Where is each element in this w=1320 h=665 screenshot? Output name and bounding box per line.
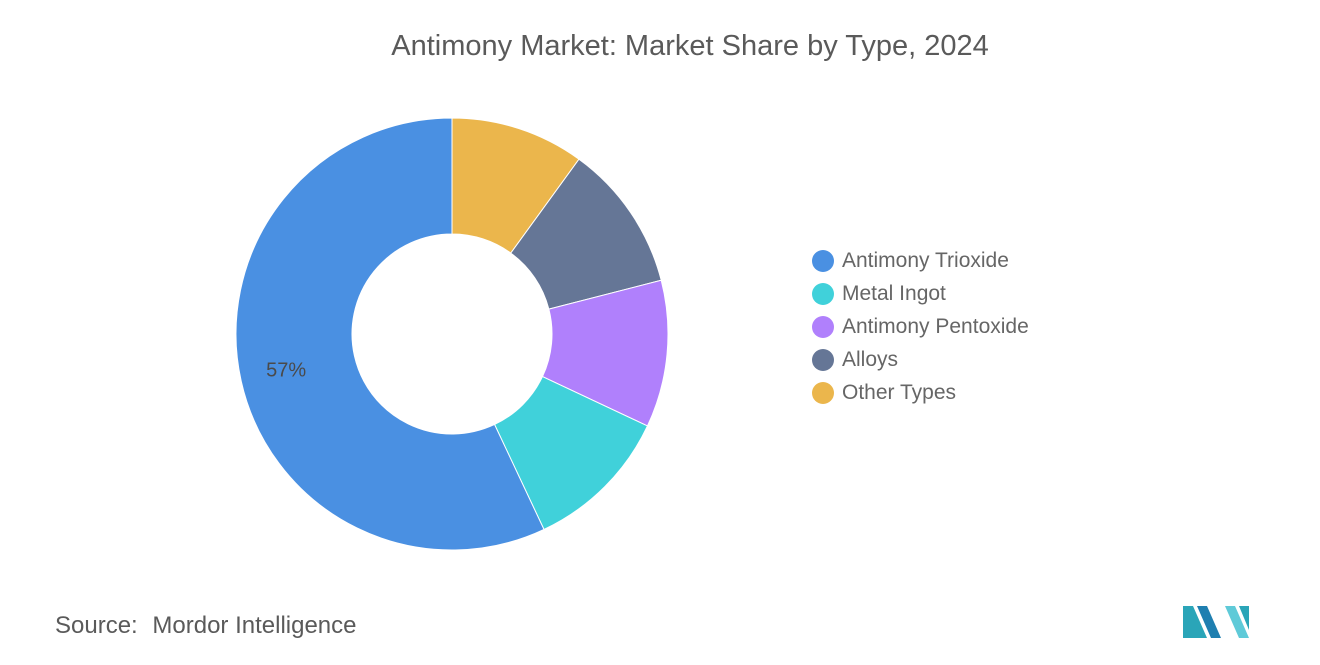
slice-antimony-trioxide — [235, 117, 545, 551]
logo-shape-middle — [1197, 606, 1221, 638]
legend-item-antimony-trioxide: Antimony Trioxide — [812, 244, 1029, 277]
legend-label: Alloys — [842, 347, 899, 371]
legend-label: Other Types — [842, 380, 957, 404]
legend-swatch — [812, 315, 834, 338]
legend-swatch — [812, 282, 834, 305]
legend-swatch — [812, 348, 834, 371]
legend-item-other-types: Other Types — [812, 376, 1029, 409]
source-value: Mordor Intelligence — [152, 612, 357, 639]
legend-label: Antimony Pentoxide — [842, 314, 1029, 338]
data-label-antimony-trioxide: 57% — [266, 359, 306, 381]
source-note: Source: Mordor Intelligence — [55, 612, 357, 640]
legend-label: Metal Ingot — [842, 281, 946, 305]
mordor-intelligence-logo — [1183, 606, 1249, 638]
source-label: Source: — [55, 612, 138, 639]
legend-label: Antimony Trioxide — [842, 248, 1009, 272]
legend-item-alloys: Alloys — [812, 343, 1029, 376]
legend-swatch — [812, 381, 834, 404]
logo-shape-left — [1183, 606, 1207, 638]
logo-shape-right-bar — [1239, 606, 1249, 630]
chart-title: Antimony Market: Market Share by Type, 2… — [391, 30, 989, 62]
legend-swatch — [812, 249, 834, 272]
chart-legend: Antimony Trioxide Metal Ingot Antimony P… — [812, 244, 1029, 409]
donut-chart: 57% — [235, 117, 669, 551]
legend-item-antimony-pentoxide: Antimony Pentoxide — [812, 310, 1029, 343]
legend-item-metal-ingot: Metal Ingot — [812, 277, 1029, 310]
logo-shape-right — [1225, 606, 1249, 638]
